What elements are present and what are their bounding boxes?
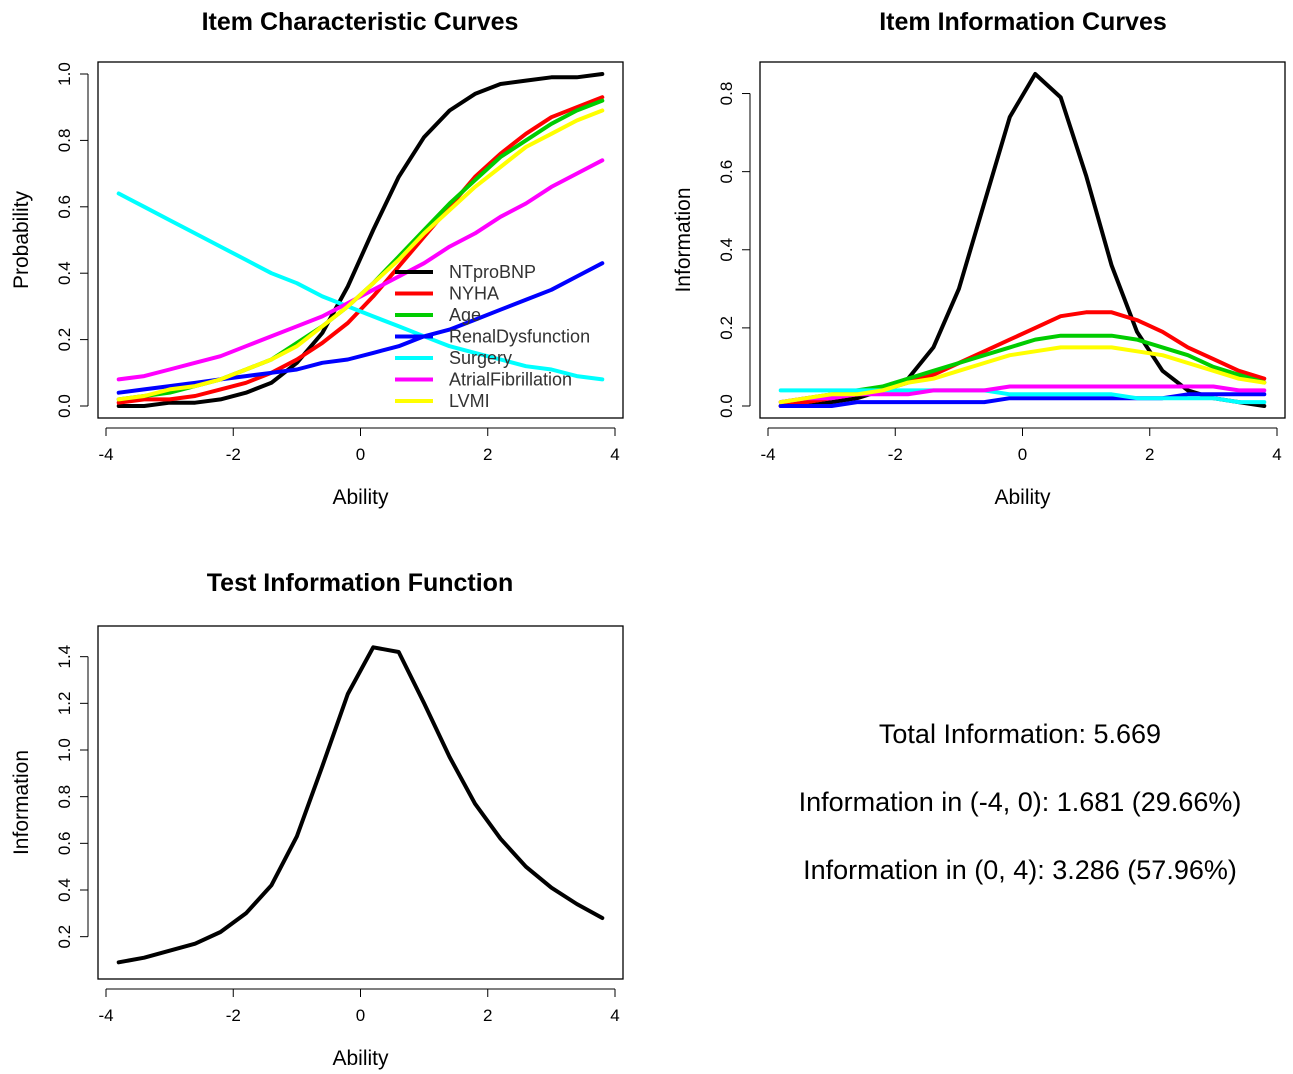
x-tick-label-1-2: 0 <box>1018 445 1027 464</box>
x-tick-label-0-3: 2 <box>483 445 492 464</box>
series-line-0-6 <box>116 108 605 402</box>
x-tick-label-0-2: 0 <box>356 445 365 464</box>
x-tick-label-2-2: 0 <box>356 1006 365 1025</box>
series-line-1-6 <box>778 345 1267 405</box>
y-tick-label-2-6: 1.4 <box>55 645 74 669</box>
plot-frame-2 <box>97 625 624 980</box>
y-axis-label-1: Information <box>672 187 695 292</box>
legend-label-5: AtrialFibrillation <box>449 370 572 390</box>
x-tick-label-2-0: -4 <box>98 1006 113 1025</box>
legend-label-1: NYHA <box>449 284 499 304</box>
series-line-0-4 <box>116 191 605 382</box>
x-tick-label-0-0: -4 <box>98 445 113 464</box>
x-tick-label-0-1: -2 <box>226 445 241 464</box>
x-tick-label-2-4: 4 <box>610 1006 619 1025</box>
x-tick-label-1-4: 4 <box>1272 445 1281 464</box>
series-line-0-3 <box>116 261 605 395</box>
y-tick-label-0-1: 0.2 <box>55 328 74 352</box>
total-information-text: Total Information: 5.669 <box>878 719 1162 749</box>
plot-frame-0 <box>97 61 624 419</box>
y-tick-label-2-0: 0.2 <box>55 925 74 949</box>
y-tick-label-2-4: 1.0 <box>55 738 74 762</box>
chart-title-2: Test Information Function <box>207 569 513 597</box>
y-tick-label-1-1: 0.2 <box>717 316 736 340</box>
y-tick-label-0-5: 1.0 <box>55 62 74 86</box>
legend-label-6: LVMI <box>449 391 490 411</box>
x-tick-label-1-1: -2 <box>888 445 903 464</box>
y-tick-label-2-2: 0.6 <box>55 832 74 856</box>
y-tick-label-0-3: 0.6 <box>55 195 74 219</box>
y-tick-label-2-3: 0.8 <box>55 785 74 809</box>
y-tick-label-2-5: 1.2 <box>55 692 74 716</box>
y-tick-label-2-1: 0.4 <box>55 878 74 902</box>
x-tick-label-1-0: -4 <box>760 445 775 464</box>
y-tick-label-1-3: 0.6 <box>717 160 736 184</box>
legend-label-2: Age <box>449 305 481 325</box>
y-axis-label-0: Probability <box>10 190 33 289</box>
legend-label-3: RenalDysfunction <box>449 327 590 347</box>
y-tick-label-1-4: 0.8 <box>717 82 736 106</box>
y-tick-label-0-2: 0.4 <box>55 261 74 285</box>
legend-label-0: NTproBNP <box>449 262 536 282</box>
series-line-2-0 <box>116 645 605 965</box>
y-tick-label-0-4: 0.8 <box>55 129 74 153</box>
series-line-0-0 <box>116 72 605 408</box>
y-tick-label-1-2: 0.4 <box>717 238 736 262</box>
x-tick-label-2-3: 2 <box>483 1006 492 1025</box>
series-line-1-3 <box>778 392 1267 408</box>
negative-range-information-text: Information in (-4, 0): 1.681 (29.66%) <box>798 787 1242 817</box>
x-axis-label-0: Ability <box>332 486 389 509</box>
x-axis-label-2: Ability <box>332 1047 389 1070</box>
y-tick-label-0-0: 0.0 <box>55 394 74 418</box>
x-tick-label-1-3: 2 <box>1145 445 1154 464</box>
legend-label-4: Surgery <box>449 348 512 368</box>
plot-frame-1 <box>759 61 1286 419</box>
series-line-1-4 <box>778 388 1267 405</box>
x-tick-label-2-1: -2 <box>226 1006 241 1025</box>
x-axis-label-1: Ability <box>994 486 1051 509</box>
y-tick-label-1-0: 0.0 <box>717 394 736 418</box>
positive-range-information-text: Information in (0, 4): 3.286 (57.96%) <box>803 855 1237 885</box>
chart-title-1: Item Information Curves <box>879 8 1167 36</box>
y-axis-label-2: Information <box>10 750 33 855</box>
x-tick-label-0-4: 4 <box>610 445 619 464</box>
chart-title-0: Item Characteristic Curves <box>202 8 519 36</box>
